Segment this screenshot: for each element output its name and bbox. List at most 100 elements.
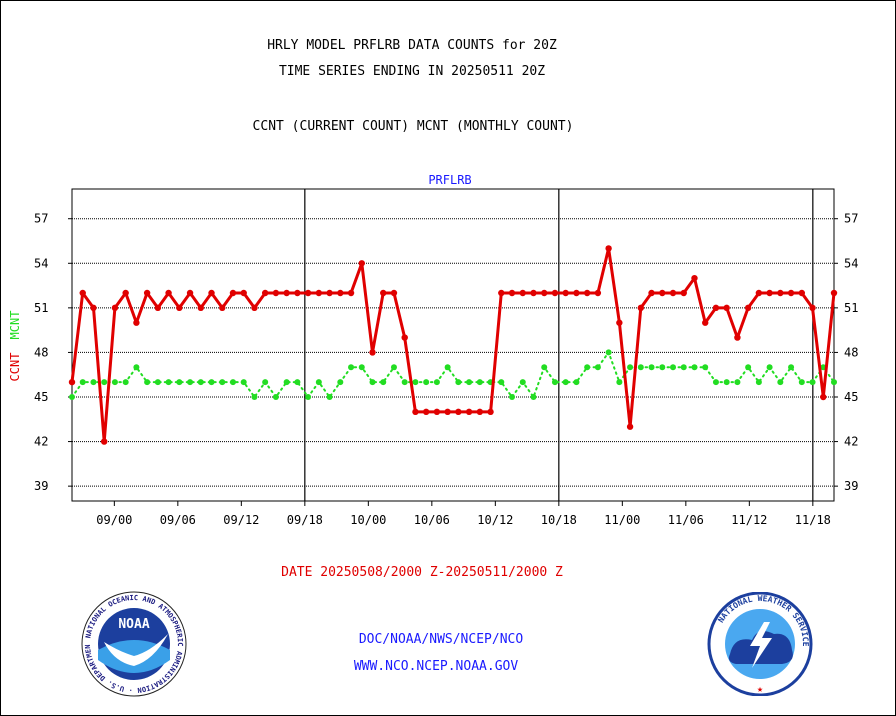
- point-mcnt-53: [637, 364, 644, 371]
- series-line-mcnt: [71, 350, 835, 400]
- point-mcnt-31: [401, 379, 408, 386]
- point-mcnt-68: [798, 379, 805, 386]
- point-mcnt-45: [551, 379, 558, 386]
- point-ccnt-56: [669, 289, 677, 297]
- point-ccnt-45: [551, 289, 559, 297]
- chart-title-line2: TIME SERIES ENDING IN 20250511 20Z: [278, 64, 546, 79]
- point-ccnt-36: [455, 408, 462, 416]
- nws-star-icon: ★: [757, 684, 763, 695]
- website-link[interactable]: WWW.NCO.NCEP.NOAA.GOV: [353, 659, 519, 674]
- point-mcnt-60: [712, 379, 719, 386]
- point-mcnt-35: [444, 364, 451, 371]
- point-mcnt-4: [111, 379, 118, 386]
- point-ccnt-33: [422, 408, 430, 416]
- point-ccnt-66: [777, 289, 784, 297]
- point-ccnt-55: [659, 289, 666, 297]
- point-ccnt-35: [444, 408, 451, 416]
- point-ccnt-71: [830, 289, 838, 297]
- point-mcnt-17: [251, 394, 258, 400]
- point-ccnt-21: [294, 289, 301, 297]
- point-mcnt-7: [144, 379, 151, 386]
- x-tick-label-2: 09/12: [223, 513, 259, 527]
- point-mcnt-11: [187, 379, 194, 386]
- point-mcnt-9: [165, 379, 172, 386]
- org-line[interactable]: DOC/NOAA/NWS/NCEP/NCO: [358, 632, 524, 647]
- point-mcnt-51: [616, 379, 623, 386]
- point-ccnt-38: [476, 408, 484, 416]
- series-layer: [68, 245, 838, 445]
- point-ccnt-49: [594, 289, 602, 297]
- x-tick-label-3: 09/18: [287, 513, 323, 527]
- y-tick-label-left-54: 54: [34, 256, 48, 270]
- point-mcnt-49: [594, 364, 601, 371]
- point-mcnt-56: [670, 364, 677, 371]
- point-mcnt-0: [69, 394, 75, 400]
- point-ccnt-34: [433, 408, 441, 416]
- x-tick-label-10: 11/12: [731, 513, 767, 527]
- point-ccnt-62: [734, 334, 741, 341]
- point-mcnt-1: [79, 379, 86, 386]
- point-ccnt-18: [261, 289, 269, 297]
- point-ccnt-53: [637, 304, 645, 312]
- point-ccnt-57: [680, 289, 687, 297]
- y-tick-label-right-45: 45: [844, 390, 858, 404]
- noaa-logo-icon: NATIONAL OCEANIC AND ATMOSPHERIC ADMINIS…: [80, 590, 187, 697]
- point-ccnt-51: [616, 319, 623, 326]
- point-ccnt-54: [648, 289, 655, 297]
- point-ccnt-69: [809, 304, 816, 312]
- point-mcnt-6: [133, 364, 140, 371]
- point-ccnt-65: [766, 289, 773, 297]
- point-mcnt-42: [519, 379, 526, 386]
- point-ccnt-0: [68, 378, 76, 386]
- point-mcnt-67: [788, 364, 795, 371]
- chart-svg: PRFLRB 39 39 42 42 45 45 48 48 51 51 54 54 57 57 09/00…: [8, 173, 858, 527]
- point-ccnt-29: [380, 289, 387, 297]
- point-ccnt-37: [465, 408, 473, 416]
- point-ccnt-26: [347, 289, 355, 297]
- y-tick-label-right-42: 42: [844, 435, 858, 449]
- point-mcnt-22: [305, 394, 312, 400]
- point-ccnt-22: [304, 289, 312, 297]
- point-mcnt-3: [101, 379, 108, 386]
- point-mcnt-8: [154, 379, 161, 386]
- point-ccnt-61: [723, 304, 730, 312]
- y-tick-label-right-51: 51: [844, 301, 858, 315]
- point-ccnt-52: [626, 423, 634, 430]
- y-tick-label-left-39: 39: [34, 479, 48, 493]
- point-mcnt-71: [831, 379, 837, 386]
- point-mcnt-30: [390, 364, 397, 371]
- point-ccnt-16: [240, 289, 247, 297]
- y-tick-label-left-57: 57: [34, 212, 48, 226]
- point-mcnt-65: [766, 364, 773, 371]
- point-ccnt-11: [186, 289, 194, 297]
- point-ccnt-25: [337, 289, 344, 297]
- point-mcnt-32: [412, 379, 419, 386]
- point-ccnt-8: [154, 304, 162, 312]
- axis-layer: 39 39 42 42 45 45 48 48 51 51 54 54 57 57 09/00 09/06 09…: [34, 188, 858, 527]
- point-mcnt-20: [283, 379, 290, 386]
- point-mcnt-52: [627, 364, 634, 371]
- point-ccnt-50: [605, 245, 612, 252]
- point-mcnt-62: [734, 379, 741, 386]
- y-tick-label-right-57: 57: [844, 212, 858, 226]
- point-mcnt-18: [262, 379, 269, 386]
- plot-frame: [71, 188, 835, 502]
- y-tick-label-right-39: 39: [844, 479, 858, 493]
- x-tick-label-6: 10/12: [477, 513, 513, 527]
- x-tick-label-9: 11/06: [668, 513, 704, 527]
- point-ccnt-24: [326, 289, 333, 297]
- point-mcnt-10: [176, 379, 183, 386]
- point-ccnt-7: [143, 289, 151, 297]
- point-ccnt-30: [390, 289, 398, 297]
- chart-subtitle: CCNT (CURRENT COUNT) MCNT (MONTHLY COUNT…: [252, 119, 574, 134]
- point-mcnt-37: [466, 379, 473, 386]
- point-mcnt-13: [208, 379, 215, 386]
- point-ccnt-59: [702, 319, 709, 326]
- point-mcnt-16: [240, 379, 247, 386]
- point-mcnt-36: [455, 379, 462, 386]
- x-tick-label-8: 11/00: [604, 513, 640, 527]
- point-ccnt-44: [541, 289, 548, 297]
- point-mcnt-66: [777, 379, 784, 386]
- point-ccnt-3: [100, 438, 108, 445]
- point-ccnt-43: [530, 289, 537, 297]
